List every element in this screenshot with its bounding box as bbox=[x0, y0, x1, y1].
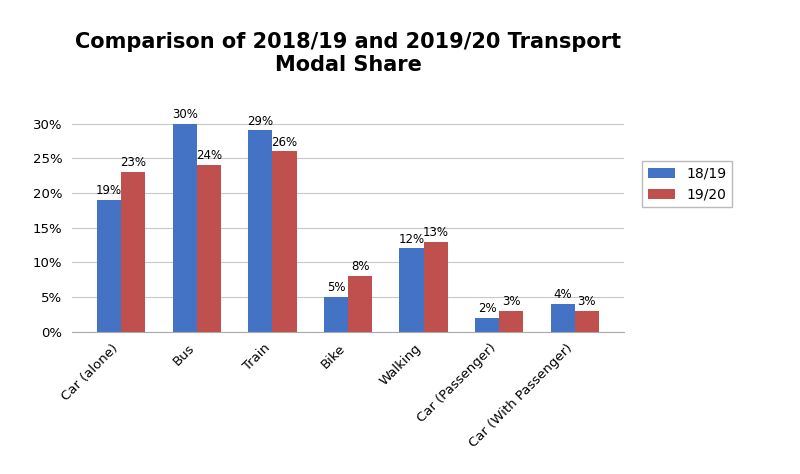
Bar bbox=[574, 311, 599, 332]
Text: 13%: 13% bbox=[422, 226, 449, 239]
Bar bbox=[324, 297, 348, 332]
Bar bbox=[97, 200, 122, 332]
Bar bbox=[550, 304, 574, 332]
Text: 3%: 3% bbox=[502, 295, 521, 308]
Bar bbox=[475, 318, 499, 332]
Text: 3%: 3% bbox=[578, 295, 596, 308]
Bar bbox=[173, 124, 197, 332]
Bar bbox=[423, 242, 448, 332]
Bar bbox=[248, 130, 273, 332]
Text: 29%: 29% bbox=[247, 115, 274, 128]
Bar bbox=[499, 311, 523, 332]
Text: 12%: 12% bbox=[398, 233, 425, 246]
Text: 26%: 26% bbox=[271, 136, 298, 148]
Bar bbox=[273, 151, 297, 332]
Text: 2%: 2% bbox=[478, 302, 496, 315]
Text: 30%: 30% bbox=[172, 108, 198, 121]
Bar bbox=[122, 172, 146, 332]
Legend: 18/19, 19/20: 18/19, 19/20 bbox=[642, 161, 732, 207]
Bar bbox=[399, 248, 423, 332]
Bar bbox=[197, 165, 221, 332]
Text: 24%: 24% bbox=[196, 149, 222, 163]
Text: 5%: 5% bbox=[326, 281, 345, 294]
Bar bbox=[348, 276, 372, 332]
Text: 19%: 19% bbox=[96, 184, 122, 197]
Text: 8%: 8% bbox=[351, 261, 370, 273]
Text: 4%: 4% bbox=[554, 288, 572, 301]
Text: 23%: 23% bbox=[120, 156, 146, 169]
Title: Comparison of 2018/19 and 2019/20 Transport
Modal Share: Comparison of 2018/19 and 2019/20 Transp… bbox=[75, 32, 621, 75]
